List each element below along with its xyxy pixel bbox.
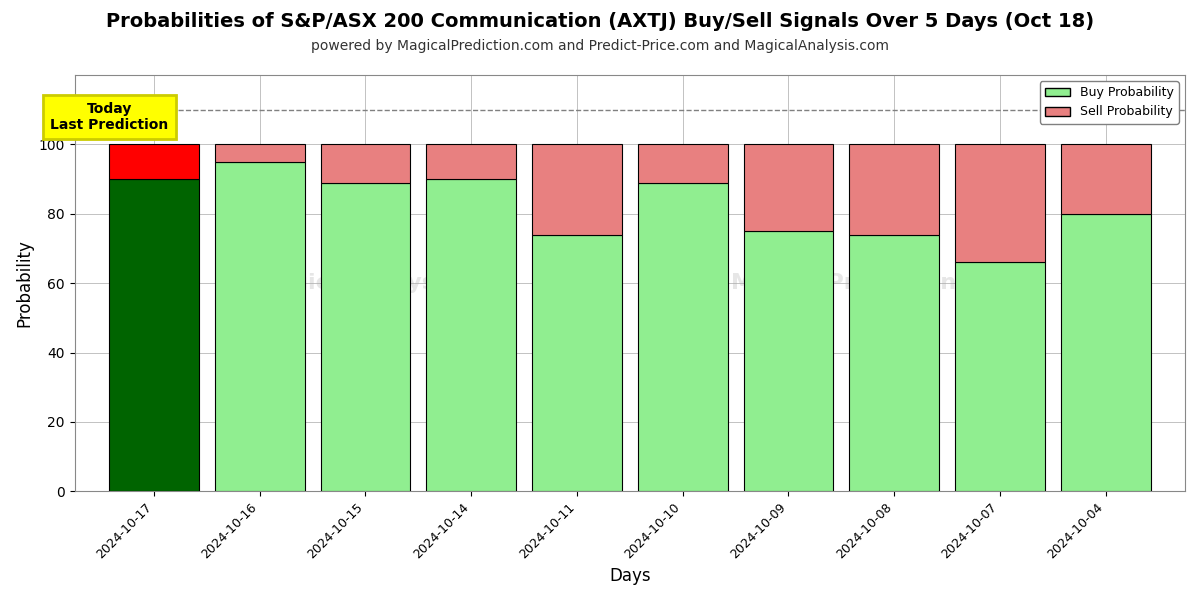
Text: Probabilities of S&P/ASX 200 Communication (AXTJ) Buy/Sell Signals Over 5 Days (: Probabilities of S&P/ASX 200 Communicati…	[106, 12, 1094, 31]
Bar	[215, 162, 305, 491]
Bar	[426, 145, 516, 179]
Bar	[532, 145, 622, 235]
Text: Today
Last Prediction: Today Last Prediction	[50, 101, 169, 132]
Bar	[850, 145, 940, 235]
Bar	[1061, 214, 1151, 491]
Bar	[320, 145, 410, 182]
Bar	[532, 235, 622, 491]
Bar	[637, 182, 727, 491]
Bar	[426, 179, 516, 491]
Bar	[955, 262, 1045, 491]
Y-axis label: Probability: Probability	[16, 239, 34, 327]
Text: MagicalAnalysis.com: MagicalAnalysis.com	[254, 273, 516, 293]
Bar	[850, 235, 940, 491]
Legend: Buy Probability, Sell Probability: Buy Probability, Sell Probability	[1040, 81, 1178, 124]
Bar	[637, 145, 727, 182]
Bar	[744, 231, 833, 491]
Bar	[109, 145, 199, 179]
Bar	[1061, 145, 1151, 214]
Text: powered by MagicalPrediction.com and Predict-Price.com and MagicalAnalysis.com: powered by MagicalPrediction.com and Pre…	[311, 39, 889, 53]
Text: MagicalPrediction.com: MagicalPrediction.com	[732, 273, 1016, 293]
Bar	[320, 182, 410, 491]
Bar	[744, 145, 833, 231]
Bar	[955, 145, 1045, 262]
Bar	[215, 145, 305, 162]
Bar	[109, 179, 199, 491]
X-axis label: Days: Days	[610, 567, 650, 585]
